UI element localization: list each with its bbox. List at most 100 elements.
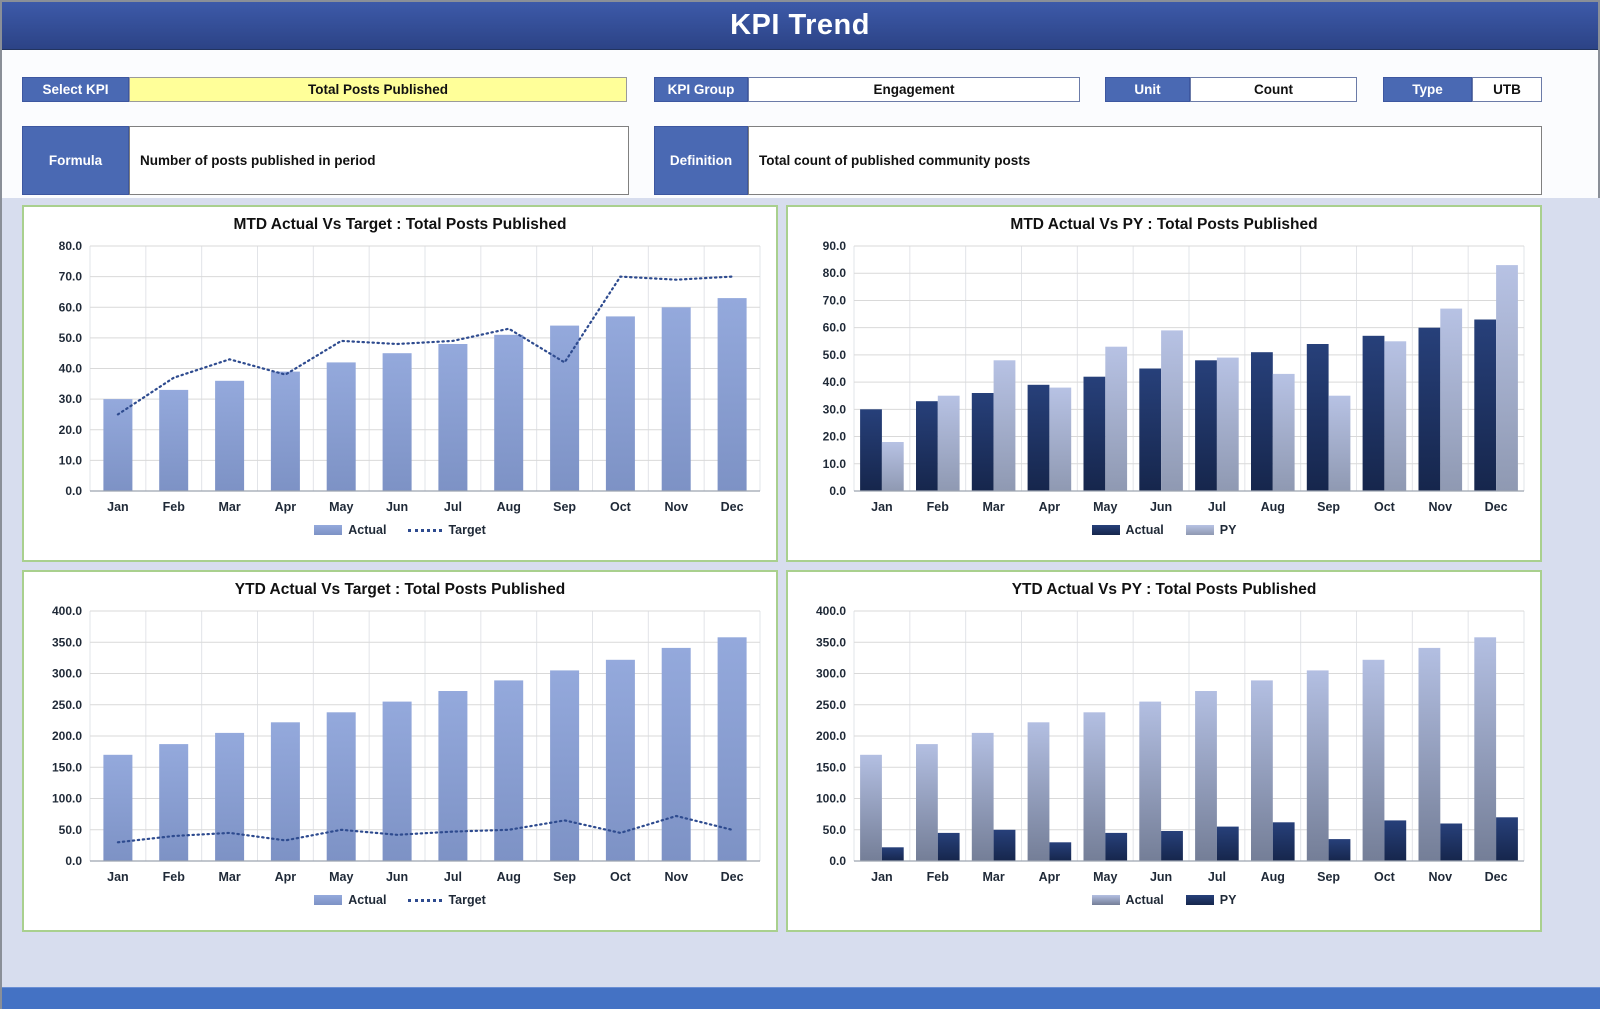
svg-text:Oct: Oct (610, 500, 632, 514)
svg-text:400.0: 400.0 (52, 604, 82, 618)
svg-text:Jul: Jul (444, 870, 462, 884)
svg-text:Jul: Jul (1208, 500, 1226, 514)
svg-text:250.0: 250.0 (52, 698, 82, 712)
bars-actual (860, 319, 1497, 491)
svg-text:May: May (1093, 870, 1117, 884)
page-title: KPI Trend (730, 9, 870, 41)
legend-swatch-bar (1091, 525, 1120, 535)
chart-legend-ytd-vs-target: Actual Target (24, 887, 776, 913)
svg-text:0.0: 0.0 (829, 854, 846, 868)
chart-canvas-mtd-vs-target: 0.0 10.0 20.0 30.0 40.0 50.0 60.0 70.0 80.0 Jan Fe… (28, 236, 772, 517)
legend-label: PY (1219, 523, 1237, 537)
y-axis-labels: 0.0 50.0 100.0 150.0 200.0 250.0 300.0 350.0 400… (816, 604, 846, 868)
legend-label: Actual (1125, 893, 1164, 907)
chart-svg: 0.0 10.0 20.0 30.0 40.0 50.0 60.0 70.0 80.0 Jan Fe… (59, 239, 761, 514)
svg-text:80.0: 80.0 (823, 266, 847, 280)
svg-text:Jan: Jan (871, 870, 893, 884)
svg-text:80.0: 80.0 (59, 239, 83, 253)
formula-value: Number of posts published in period (129, 126, 629, 195)
svg-text:Mar: Mar (982, 500, 1004, 514)
legend-label: Actual (1125, 523, 1164, 537)
definition-label: Definition (654, 126, 748, 195)
svg-text:0.0: 0.0 (829, 484, 846, 498)
chart-legend-ytd-vs-py: Actual PY (788, 887, 1540, 913)
svg-text:150.0: 150.0 (52, 760, 82, 774)
svg-text:Nov: Nov (664, 500, 688, 514)
svg-text:100.0: 100.0 (816, 792, 846, 806)
svg-text:Oct: Oct (610, 870, 632, 884)
svg-text:Nov: Nov (1428, 500, 1452, 514)
svg-text:0.0: 0.0 (65, 854, 82, 868)
legend-swatch-dotted-line (408, 898, 443, 902)
target-line (116, 275, 734, 416)
svg-text:200.0: 200.0 (816, 729, 846, 743)
gridlines (89, 610, 761, 862)
svg-text:30.0: 30.0 (59, 392, 83, 406)
chart-svg: 0.0 50.0 100.0 150.0 200.0 250.0 300.0 350.0 400… (816, 604, 1525, 884)
y-axis-labels: 0.0 50.0 100.0 150.0 200.0 250.0 300.0 350.0 400… (52, 604, 82, 868)
legend-swatch-dotted-line (408, 528, 443, 532)
type-value: UTB (1472, 77, 1542, 102)
svg-text:Aug: Aug (1261, 870, 1285, 884)
svg-text:Jun: Jun (386, 870, 408, 884)
svg-text:Mar: Mar (218, 870, 240, 884)
select-kpi-label: Select KPI (22, 77, 129, 102)
svg-text:Apr: Apr (1039, 500, 1061, 514)
legend-swatch-bar (314, 895, 343, 905)
y-axis-labels: 0.0 10.0 20.0 30.0 40.0 50.0 60.0 70.0 80.0 90.0 (823, 239, 847, 498)
chart-title-ytd-vs-py: YTD Actual Vs PY : Total Posts Published (1011, 581, 1317, 598)
svg-text:50.0: 50.0 (59, 823, 83, 837)
svg-text:50.0: 50.0 (59, 331, 83, 345)
legend-label: Actual (348, 893, 387, 907)
legend-item-target: Target (408, 523, 486, 537)
svg-text:60.0: 60.0 (823, 321, 847, 335)
chart-title-mtd-vs-py: MTD Actual Vs PY : Total Posts Published (1010, 216, 1318, 233)
svg-text:20.0: 20.0 (823, 430, 847, 444)
x-axis-labels: Jan Feb Mar Apr May Jun Jul Aug Sep Oct Nov Dec (107, 870, 743, 884)
chart-canvas-mtd-vs-py: 0.0 10.0 20.0 30.0 40.0 50.0 60.0 70.0 80.0 90.0 J… (792, 236, 1536, 517)
bars-actual (103, 637, 747, 862)
svg-text:Aug: Aug (497, 870, 521, 884)
chart-svg: 0.0 50.0 100.0 150.0 200.0 250.0 300.0 350.0 400… (52, 604, 761, 884)
svg-text:Feb: Feb (163, 500, 186, 514)
legend-item-py: PY (1185, 893, 1236, 907)
chart-title-mtd-vs-target: MTD Actual Vs Target : Total Posts Publi… (233, 216, 567, 233)
svg-text:Aug: Aug (1261, 500, 1285, 514)
legend-item-actual: Actual (1091, 893, 1164, 907)
svg-text:100.0: 100.0 (52, 792, 82, 806)
svg-text:Oct: Oct (1374, 870, 1396, 884)
legend-swatch-bar (314, 525, 343, 535)
svg-text:40.0: 40.0 (59, 362, 83, 376)
bars-py (881, 817, 1518, 862)
chart-panel-ytd-vs-py: YTD Actual Vs PY : Total Posts Published… (786, 570, 1542, 932)
svg-text:Aug: Aug (497, 500, 521, 514)
svg-text:Sep: Sep (553, 870, 576, 884)
svg-text:Jan: Jan (107, 870, 129, 884)
svg-text:Dec: Dec (1485, 870, 1508, 884)
svg-text:Dec: Dec (1485, 500, 1508, 514)
svg-text:Sep: Sep (1317, 870, 1340, 884)
gridlines (89, 245, 761, 492)
svg-text:Jul: Jul (444, 500, 462, 514)
svg-text:Jun: Jun (1150, 500, 1172, 514)
footer-bar (2, 987, 1600, 1009)
svg-text:150.0: 150.0 (816, 760, 846, 774)
svg-text:Apr: Apr (275, 500, 297, 514)
svg-text:Mar: Mar (982, 870, 1004, 884)
svg-text:60.0: 60.0 (59, 300, 83, 314)
chart-panel-ytd-vs-target: YTD Actual Vs Target : Total Posts Publi… (22, 570, 778, 932)
kpi-group-value: Engagement (748, 77, 1080, 102)
definition-value: Total count of published community posts (748, 126, 1542, 195)
svg-text:Apr: Apr (1039, 870, 1061, 884)
formula-label: Formula (22, 126, 129, 195)
select-kpi-value[interactable]: Total Posts Published (129, 77, 627, 102)
bars-actual (103, 298, 747, 492)
svg-text:Feb: Feb (927, 500, 950, 514)
legend-label: Actual (348, 523, 387, 537)
svg-text:400.0: 400.0 (816, 604, 846, 618)
svg-text:Jan: Jan (871, 500, 893, 514)
x-axis-labels: Jan Feb Mar Apr May Jun Jul Aug Sep Oct Nov Dec (107, 500, 743, 514)
type-label: Type (1383, 77, 1472, 102)
svg-text:70.0: 70.0 (59, 270, 83, 284)
